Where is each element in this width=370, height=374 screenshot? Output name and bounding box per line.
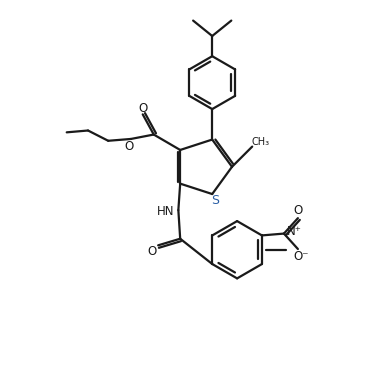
Text: O: O — [138, 102, 147, 114]
Text: O: O — [147, 245, 156, 258]
Text: O: O — [293, 204, 303, 217]
Text: HN: HN — [157, 205, 174, 218]
Text: CH₃: CH₃ — [251, 137, 269, 147]
Text: O: O — [125, 140, 134, 153]
Text: N⁺: N⁺ — [286, 225, 301, 238]
Text: S: S — [211, 194, 219, 207]
Text: O⁻: O⁻ — [294, 250, 309, 263]
